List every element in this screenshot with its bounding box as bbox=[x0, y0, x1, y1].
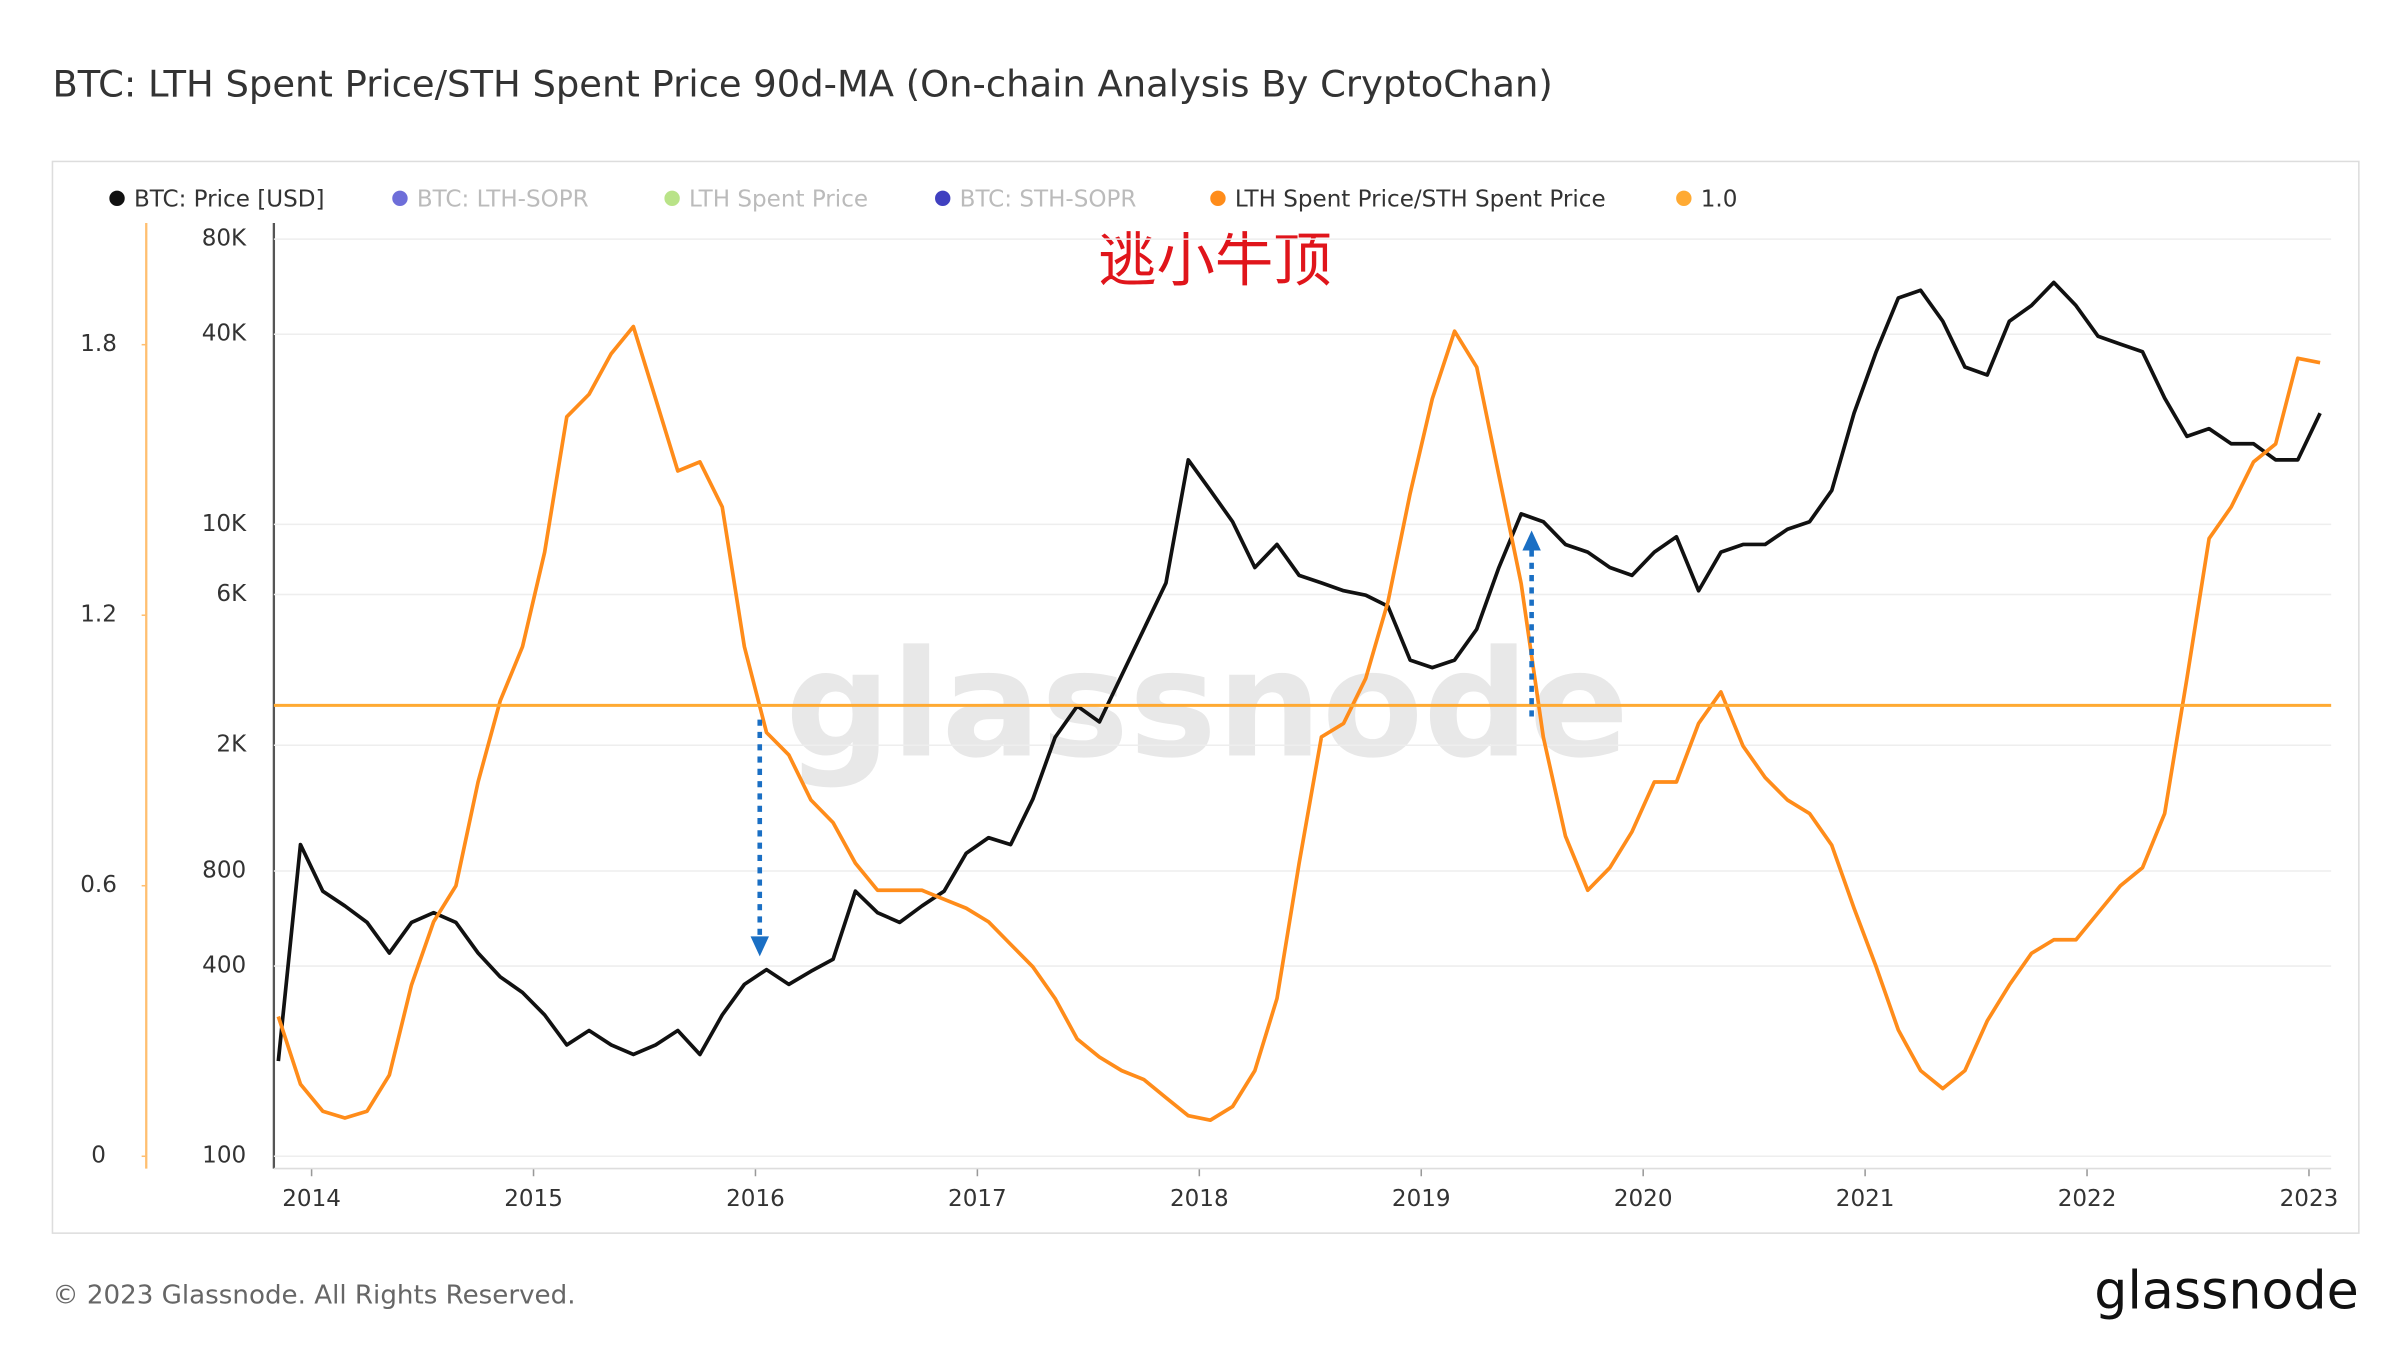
footer: © 2023 Glassnode. All Rights Reserved. bbox=[52, 1281, 575, 1311]
legend-marker bbox=[664, 190, 680, 207]
y-tick-label: 0.6 bbox=[80, 872, 117, 898]
x-tick-label: 2020 bbox=[1614, 1186, 1673, 1212]
legend-marker bbox=[1676, 190, 1692, 207]
y2-tick-label: 100 bbox=[202, 1143, 246, 1169]
legend-marker bbox=[392, 190, 408, 207]
y2-tick-label: 800 bbox=[202, 857, 246, 883]
legend-marker bbox=[935, 190, 951, 207]
series-line bbox=[276, 324, 2321, 1122]
y-tick-label: 1.8 bbox=[80, 331, 117, 357]
y-tick-label: 1.2 bbox=[80, 602, 117, 628]
legend-label: LTH Spent Price bbox=[689, 186, 868, 212]
x-tick-label: 2023 bbox=[2280, 1186, 2339, 1212]
x-tick-label: 2016 bbox=[726, 1186, 785, 1212]
logo: glassnode bbox=[2094, 1261, 2359, 1322]
legend-label: BTC: STH-SOPR bbox=[960, 186, 1137, 212]
legend-marker bbox=[109, 190, 125, 207]
x-tick-label: 2021 bbox=[1836, 1186, 1895, 1212]
chart-frame bbox=[51, 160, 2360, 1234]
legend-label: BTC: LTH-SOPR bbox=[417, 186, 589, 212]
y2-tick-label: 80K bbox=[202, 226, 247, 252]
legend-label: BTC: Price [USD] bbox=[134, 186, 324, 212]
legend-label: 1.0 bbox=[1701, 186, 1738, 212]
y2-tick-label: 40K bbox=[202, 321, 247, 347]
annotation-arrowhead bbox=[750, 936, 769, 957]
annotation: 逃小牛顶 bbox=[1098, 227, 1332, 295]
legend-label: LTH Spent Price/STH Spent Price bbox=[1235, 186, 1606, 212]
y2-tick-label: 2K bbox=[216, 732, 247, 758]
chart-title: BTC: LTH Spent Price/STH Spent Price 90d… bbox=[52, 63, 1552, 106]
x-tick-label: 2017 bbox=[948, 1186, 1007, 1212]
y-tick-label: 0 bbox=[91, 1143, 106, 1169]
legend-marker bbox=[1210, 190, 1226, 207]
x-tick-label: 2015 bbox=[504, 1186, 563, 1212]
annotation-arrowhead bbox=[1522, 530, 1541, 551]
x-tick-label: 2019 bbox=[1392, 1186, 1451, 1212]
x-tick-label: 2022 bbox=[2058, 1186, 2117, 1212]
y2-tick-label: 6K bbox=[216, 581, 247, 607]
y2-tick-label: 400 bbox=[202, 953, 246, 979]
y2-tick-label: 10K bbox=[202, 511, 247, 537]
x-tick-label: 2018 bbox=[1170, 1186, 1229, 1212]
series-line bbox=[276, 280, 2322, 1062]
x-tick-label: 2014 bbox=[282, 1186, 341, 1212]
